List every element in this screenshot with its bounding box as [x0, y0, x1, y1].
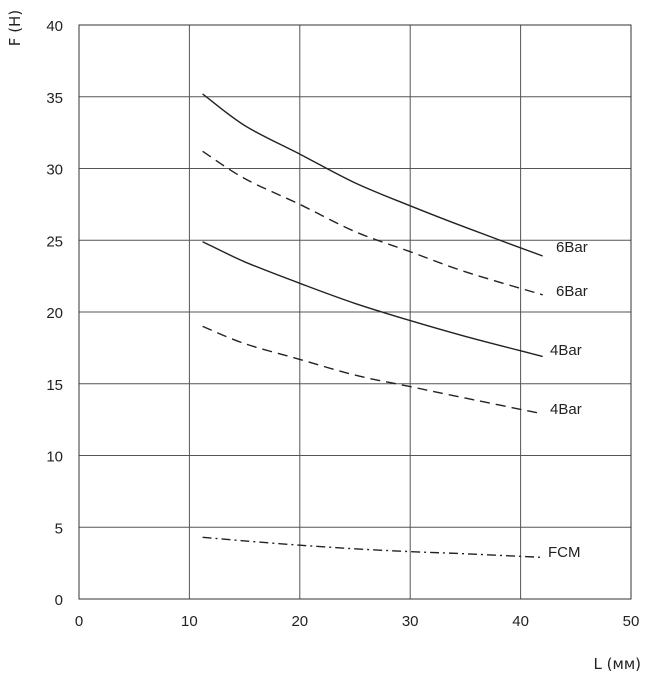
y-tick-label: 30: [46, 162, 63, 179]
y-tick-label: 5: [55, 520, 63, 537]
series: [202, 93, 543, 559]
series-label: FCM: [548, 544, 581, 561]
series-line-1: [202, 150, 543, 296]
x-tick-label: 20: [291, 613, 308, 630]
series-label: 6Bar: [556, 239, 588, 256]
x-tick-label: 30: [402, 613, 419, 630]
y-tick-label: 40: [46, 18, 63, 35]
x-tick-label: 40: [512, 613, 529, 630]
series-label: 4Bar: [550, 401, 582, 418]
y-axis-ticks: 0 5 10 15 20 25 30 35 40: [46, 18, 63, 609]
series-line-2: [202, 241, 543, 358]
y-tick-label: 35: [46, 90, 63, 107]
plot-frame: [78, 24, 632, 600]
series-line-0: [202, 93, 543, 257]
y-tick-label: 25: [46, 233, 63, 250]
x-tick-label: 10: [181, 613, 198, 630]
x-axis-title: L (мм): [594, 655, 641, 673]
series-line-4: [202, 536, 543, 559]
y-tick-label: 10: [46, 449, 63, 466]
series-label: 6Bar: [556, 283, 588, 300]
series-labels: 6Bar 6Bar 4Bar 4Bar FCM: [548, 239, 588, 561]
y-tick-label: 0: [55, 592, 63, 609]
series-label: 4Bar: [550, 342, 582, 359]
x-tick-label: 0: [75, 613, 83, 630]
series-line-3: [202, 325, 543, 415]
y-tick-label: 15: [46, 377, 63, 394]
x-tick-label: 50: [623, 613, 640, 630]
y-axis-title: F (Н): [6, 10, 24, 46]
y-tick-label: 20: [46, 305, 63, 322]
grid: [78, 24, 632, 600]
x-axis-ticks: 0 10 20 30 40 50: [75, 613, 640, 630]
